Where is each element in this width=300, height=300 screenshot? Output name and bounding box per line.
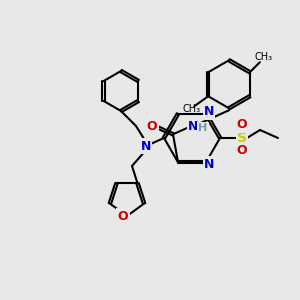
Text: N: N <box>204 158 214 171</box>
Text: N: N <box>188 120 198 133</box>
Text: CH₃: CH₃ <box>182 104 200 114</box>
Text: S: S <box>237 131 247 145</box>
Text: O: O <box>237 145 247 158</box>
Text: O: O <box>147 120 157 133</box>
Text: O: O <box>237 118 247 131</box>
Text: H: H <box>198 123 208 133</box>
Text: N: N <box>204 105 214 118</box>
Text: O: O <box>118 209 128 223</box>
Text: N: N <box>141 140 151 152</box>
Text: CH₃: CH₃ <box>255 52 273 62</box>
